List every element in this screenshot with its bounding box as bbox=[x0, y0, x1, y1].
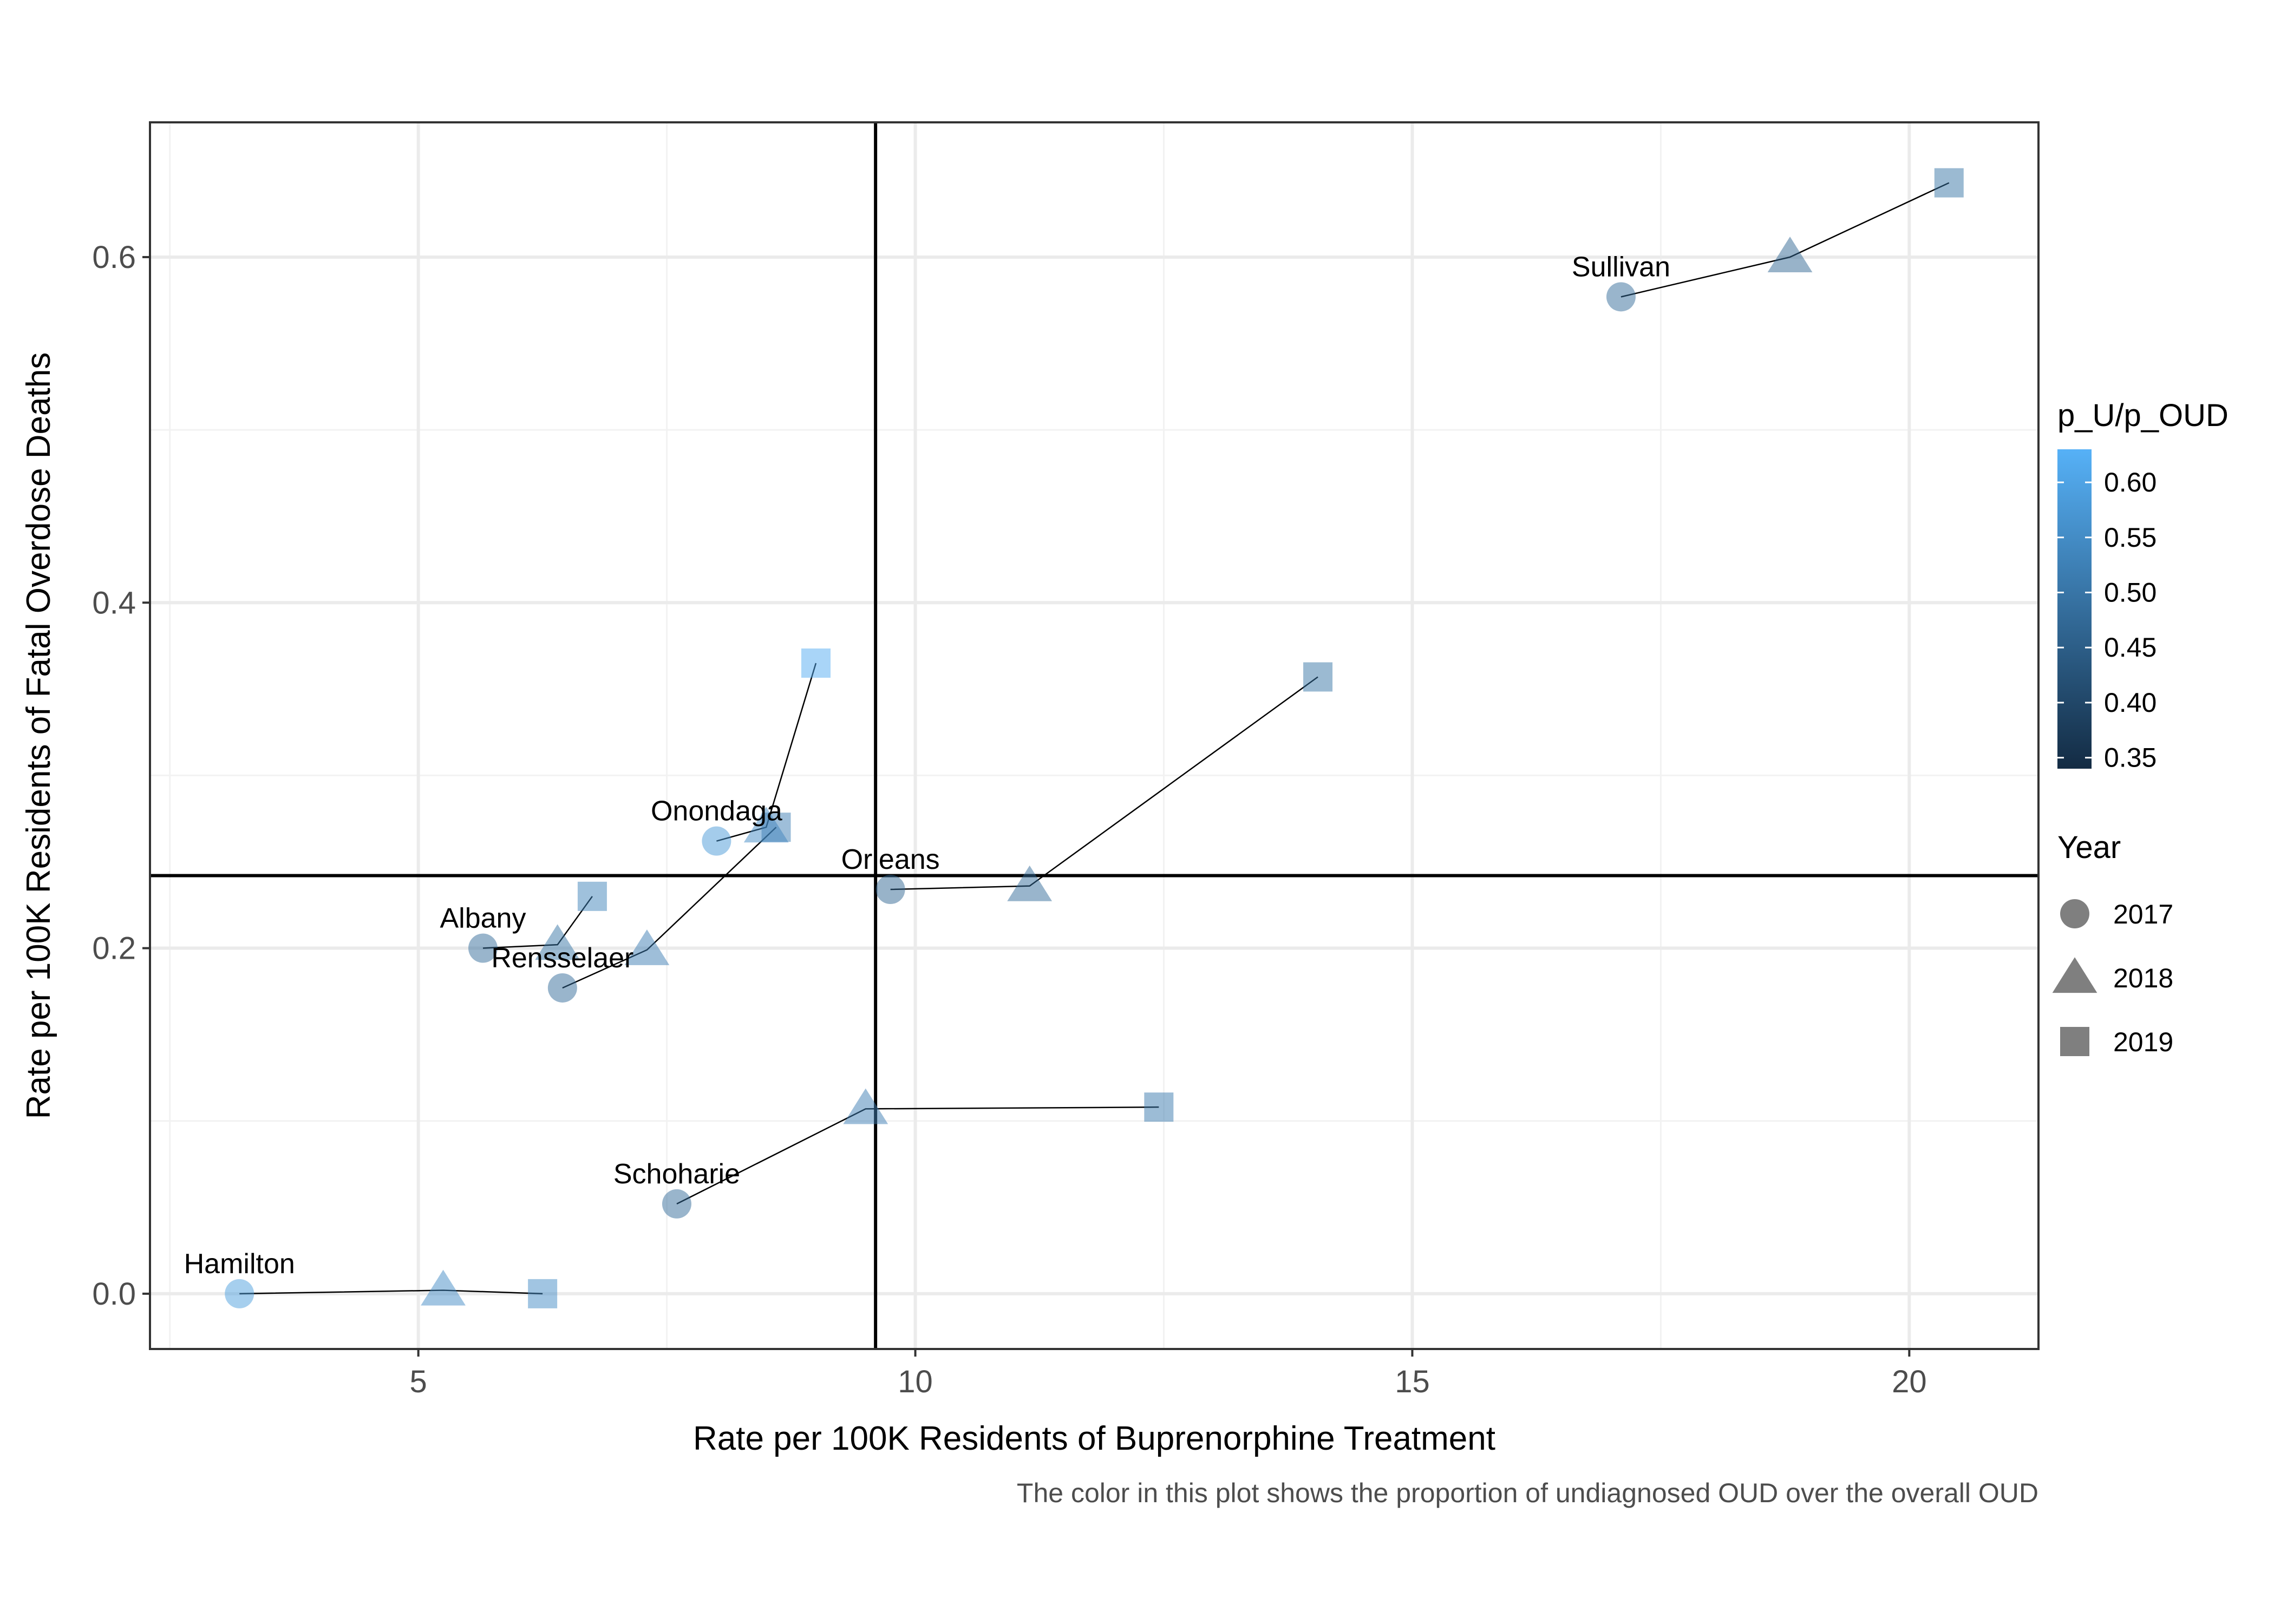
shape-legend-entries: 2017 2018 2019 bbox=[2052, 899, 2173, 1057]
point-orleans-2017 bbox=[875, 875, 905, 905]
x-axis-title: Rate per 100K Residents of Buprenorphine… bbox=[693, 1420, 1495, 1457]
color-bar-tick-label: 0.45 bbox=[2104, 632, 2157, 663]
point-rensselaer-2018 bbox=[624, 929, 670, 965]
x-tick-label: 20 bbox=[1892, 1364, 1927, 1399]
color-legend-title: p_U/p_OUD bbox=[2057, 398, 2229, 433]
color-bar-ticks: 0.35 0.40 0.45 0.50 0.55 0.60 bbox=[2057, 467, 2157, 773]
point-sullivan-2017 bbox=[1606, 282, 1636, 312]
point-hamilton-2017 bbox=[225, 1279, 254, 1308]
shape-legend-marker-2017 bbox=[2060, 899, 2089, 928]
label-schoharie: Schoharie bbox=[613, 1158, 740, 1190]
point-albany-2017 bbox=[468, 933, 498, 963]
y-tick-label: 0.4 bbox=[92, 585, 136, 620]
y-axis: 0.0 0.2 0.4 0.6 bbox=[92, 240, 150, 1312]
label-hamilton: Hamilton bbox=[184, 1248, 295, 1280]
y-tick-label: 0.2 bbox=[92, 931, 136, 966]
shape-legend: Year 2017 2018 2019 bbox=[2052, 830, 2173, 1057]
label-sullivan: Sullivan bbox=[1572, 251, 1670, 283]
point-onondaga-2017 bbox=[702, 826, 731, 856]
shape-legend-marker-2018 bbox=[2052, 957, 2097, 993]
label-albany: Albany bbox=[440, 903, 526, 934]
x-tick-label: 10 bbox=[898, 1364, 933, 1399]
point-onondaga-2019 bbox=[801, 648, 831, 678]
shape-legend-marker-2019 bbox=[2060, 1027, 2089, 1056]
label-rensselaer: Rensselaer bbox=[491, 942, 633, 974]
point-albany-2018 bbox=[535, 924, 580, 960]
color-bar-tick-label: 0.55 bbox=[2104, 522, 2157, 553]
shape-legend-label-2019: 2019 bbox=[2113, 1027, 2173, 1057]
shape-legend-label-2018: 2018 bbox=[2113, 963, 2173, 993]
point-schoharie-2017 bbox=[662, 1189, 691, 1219]
point-rensselaer-2017 bbox=[547, 973, 577, 1003]
shape-legend-label-2017: 2017 bbox=[2113, 899, 2173, 929]
point-albany-2019 bbox=[577, 881, 607, 911]
point-hamilton-2019 bbox=[528, 1279, 558, 1308]
point-sullivan-2018 bbox=[1767, 237, 1813, 273]
color-bar bbox=[2057, 449, 2092, 769]
color-bar-tick-label: 0.35 bbox=[2104, 743, 2157, 773]
point-schoharie-2019 bbox=[1144, 1092, 1174, 1122]
chart-caption: The color in this plot shows the proport… bbox=[1017, 1478, 2038, 1508]
label-onondaga: Onondaga bbox=[651, 796, 782, 827]
point-hamilton-2018 bbox=[421, 1269, 466, 1306]
point-rensselaer-2019 bbox=[761, 813, 791, 842]
color-bar-tick-label: 0.60 bbox=[2104, 467, 2157, 497]
grid-major bbox=[150, 122, 2038, 1349]
color-bar-tick-label: 0.40 bbox=[2104, 687, 2157, 718]
y-tick-label: 0.6 bbox=[92, 240, 136, 275]
point-orleans-2019 bbox=[1303, 662, 1333, 692]
x-tick-label: 5 bbox=[410, 1364, 427, 1399]
point-orleans-2018 bbox=[1007, 865, 1053, 901]
grid-minor bbox=[150, 122, 2038, 1349]
shape-legend-title: Year bbox=[2057, 830, 2121, 865]
county-labels: Sullivan Onondaga Orleans Albany Rensselaer S… bbox=[184, 251, 1670, 1280]
point-sullivan-2019 bbox=[1934, 168, 1964, 198]
plot-panel-border bbox=[149, 121, 2040, 1350]
x-axis: 5 10 15 20 bbox=[410, 1349, 1927, 1399]
x-tick-label: 15 bbox=[1395, 1364, 1430, 1399]
color-bar-tick-label: 0.50 bbox=[2104, 577, 2157, 607]
y-tick-label: 0.0 bbox=[92, 1276, 136, 1312]
reference-lines bbox=[150, 122, 2038, 1349]
data-points bbox=[225, 168, 1964, 1308]
point-schoharie-2018 bbox=[843, 1088, 888, 1124]
y-axis-title: Rate per 100K Residents of Fatal Overdos… bbox=[20, 352, 57, 1119]
color-legend: p_U/p_OUD 0.35 0.40 0.45 0.50 0.55 0.60 bbox=[2057, 398, 2229, 773]
label-orleans: Orleans bbox=[841, 844, 940, 875]
